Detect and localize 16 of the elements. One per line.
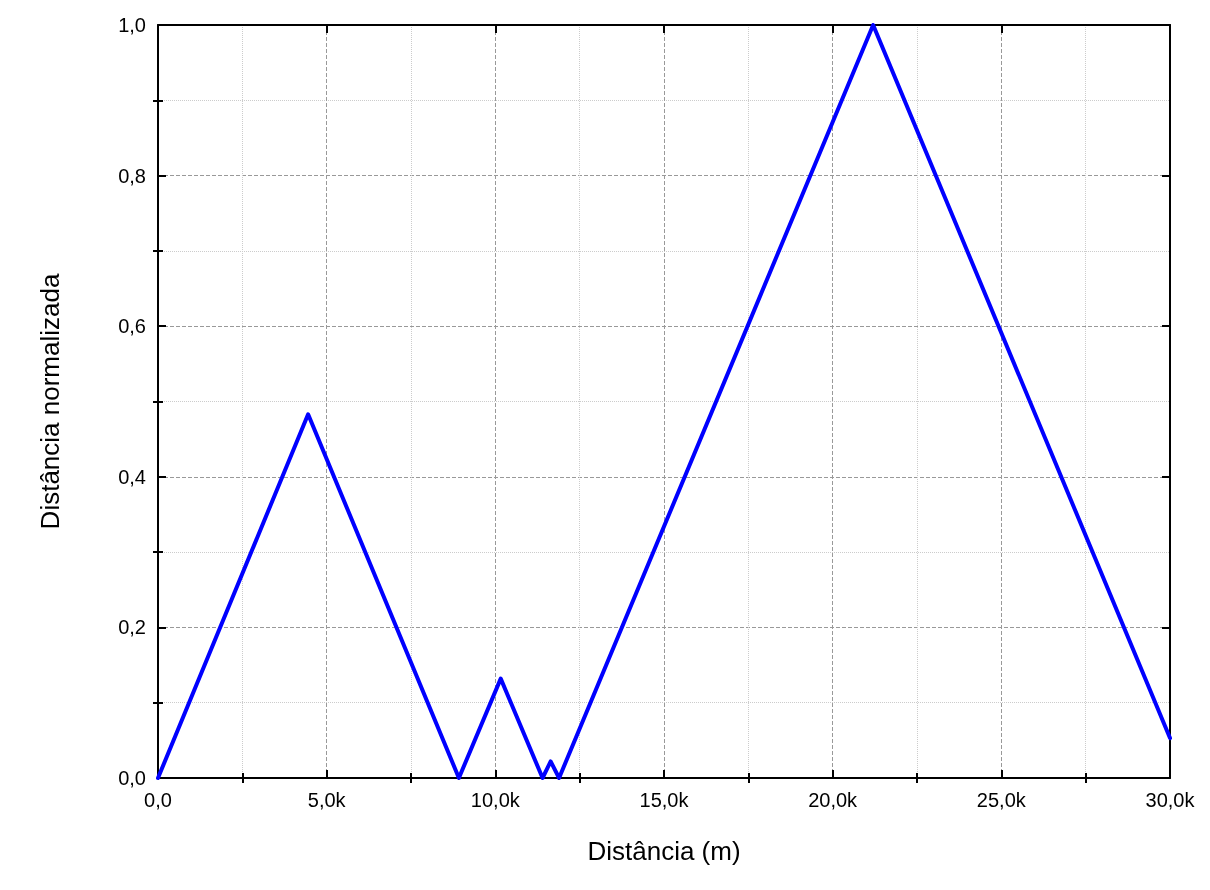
y-tick-label: 0,0 (118, 767, 146, 789)
y-tick-label: 0,4 (118, 465, 146, 488)
y-axis-title: Distância normalizada (35, 273, 65, 530)
x-tick-label: 25,0k (976, 789, 1027, 811)
x-tick-label: 0,0 (144, 789, 172, 811)
line-series (156, 23, 1172, 780)
y-tick-label: 1,0 (118, 14, 146, 36)
x-tick-label: 20,0k (808, 789, 859, 811)
y-tick-label: 0,6 (118, 315, 146, 338)
x-tick-label: 30,0k (1145, 789, 1196, 811)
x-axis-title: Distância (m) (587, 836, 741, 866)
y-tick-label: 0,8 (118, 164, 146, 187)
x-tick-label: 5,0k (307, 789, 347, 811)
y-tick-label: 0,2 (118, 616, 146, 639)
x-tick-label: 10,0k (470, 789, 521, 811)
x-tick-label: 15,0k (639, 789, 690, 811)
